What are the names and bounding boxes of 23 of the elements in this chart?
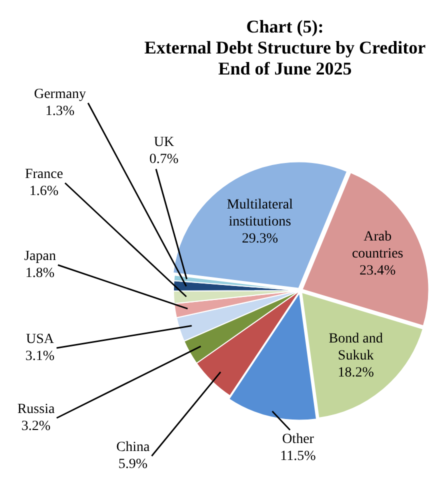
data-label: 1.8% [25, 266, 55, 282]
data-label: 3.2% [21, 419, 51, 434]
slice-label: Bond and Sukuk [328, 331, 383, 364]
data-label: 23.4% [360, 263, 396, 278]
data-label: 5.9% [118, 457, 148, 472]
data-label: 1.3% [45, 104, 75, 120]
slice-label: France [24, 167, 64, 182]
slice-label: Japan [24, 249, 56, 264]
data-label: 0.7% [149, 152, 179, 168]
chart-title: Chart (5): External Debt Structure by Creditor End of June 2025 [144, 16, 426, 79]
data-label: 18.2% [338, 365, 374, 380]
slice-label: Arab countries [352, 229, 404, 262]
slice-label: China [116, 440, 150, 456]
slice-label: Multilateral institutions [226, 197, 294, 230]
data-label: 3.1% [25, 349, 55, 364]
slice-label: UK [154, 135, 174, 150]
data-label: 29.3% [242, 231, 278, 246]
slice-label: Germany [34, 87, 86, 102]
slice-label: Russia [17, 402, 56, 418]
slice-label: Other [282, 432, 314, 448]
slice-label: USA [26, 332, 55, 348]
data-label: 11.5% [280, 449, 316, 464]
data-label: 1.6% [29, 184, 59, 200]
